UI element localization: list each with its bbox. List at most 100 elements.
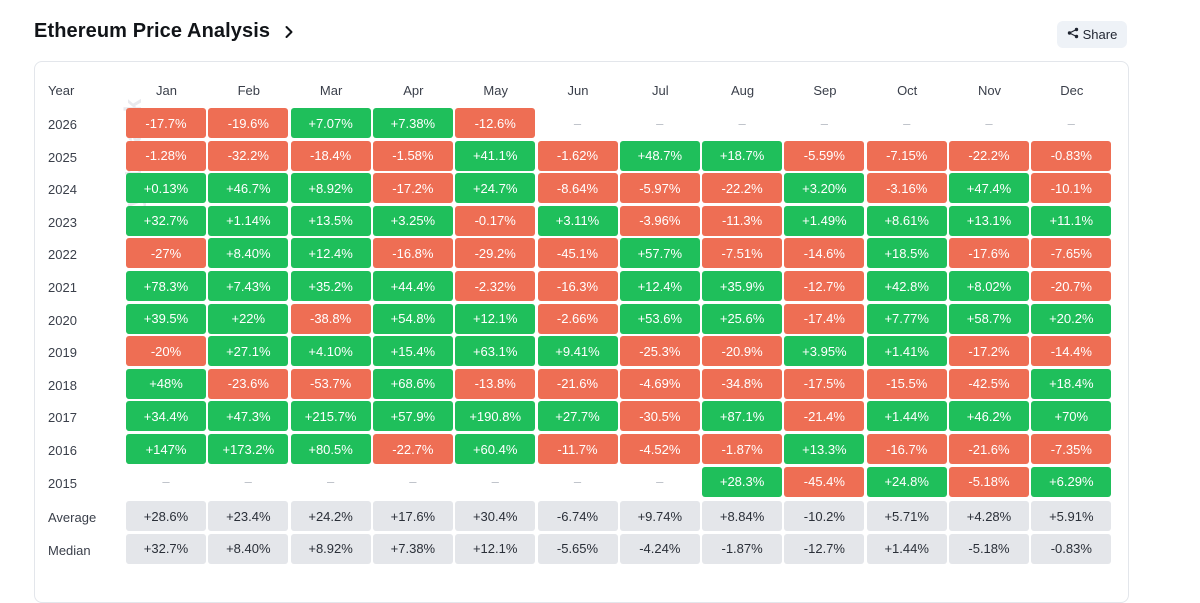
heatmap-cell: -2.66%	[537, 303, 618, 334]
heatmap-cell: +3.25%	[372, 205, 453, 236]
heatmap-cell: –	[491, 474, 499, 490]
heatmap-cell: +3.20%	[784, 173, 865, 204]
heatmap-cell: -53.7%	[290, 368, 371, 399]
heatmap-cell: +46.7%	[208, 173, 289, 204]
month-header-dec: Dec	[1060, 83, 1084, 98]
heatmap-cell: -21.6%	[949, 434, 1029, 464]
heatmap-cell: +7.43%	[208, 271, 289, 301]
heatmap-cell: -13.8%	[455, 368, 536, 399]
heatmap-cell: –	[573, 474, 582, 490]
heatmap-cell: +8.92%	[290, 173, 371, 204]
heatmap-cell: +25.6%	[702, 303, 783, 334]
heatmap-cell: +173.2%	[208, 434, 289, 464]
heatmap-cell: -3.96%	[619, 205, 700, 236]
heatmap-cell: -17.5%	[784, 368, 865, 399]
heatmap-cell: -29.2%	[455, 238, 536, 269]
heatmap-cell: +12.1%	[455, 303, 536, 334]
row-label-2021: 2021	[48, 280, 77, 295]
heatmap-cell: +35.9%	[702, 271, 783, 301]
stat-cell: +23.4%	[208, 501, 289, 532]
heatmap-cell: -27%	[126, 238, 206, 269]
month-header-feb: Feb	[237, 83, 260, 98]
stat-cell: +1.44%	[866, 533, 947, 564]
heatmap-cell: -20.9%	[702, 336, 783, 367]
heatmap-cell: -34.8%	[702, 368, 783, 399]
stat-cell: +4.28%	[949, 501, 1029, 532]
heatmap-cell: -32.2%	[208, 140, 289, 171]
stat-cell: +32.7%	[126, 533, 206, 564]
heatmap-cell: -7.65%	[1031, 238, 1112, 269]
heatmap-cell: +28.3%	[702, 466, 783, 497]
heatmap-cell: –	[162, 474, 170, 490]
heatmap-cell: -1.58%	[372, 140, 453, 171]
heatmap-cell: +8.02%	[949, 271, 1029, 301]
row-label-2025: 2025	[48, 149, 77, 165]
heatmap-cell: +27.1%	[208, 336, 289, 367]
heatmap-cell: -18.4%	[290, 140, 371, 171]
heatmap-cell: -7.35%	[1031, 434, 1112, 464]
heatmap-cell: +68.6%	[372, 368, 453, 399]
heatmap-cell: +147%	[126, 434, 206, 464]
heatmap-cell: -0.17%	[455, 205, 536, 236]
heatmap-cell: +24.8%	[866, 466, 947, 497]
row-label-average: Average	[48, 510, 97, 526]
stat-cell: +5.91%	[1031, 501, 1112, 532]
row-label-2016: 2016	[48, 443, 77, 458]
heatmap-cell: +1.44%	[866, 401, 947, 432]
heatmap-cell: -1.62%	[537, 140, 618, 171]
page-title[interactable]: Ethereum Price Analysis	[34, 20, 271, 42]
heatmap-cell: +35.2%	[290, 271, 371, 301]
heatmap-cell: -19.6%	[208, 108, 289, 138]
heatmap-cell: -20%	[126, 336, 206, 367]
month-header-apr: Apr	[403, 83, 424, 98]
heatmap-cell: +53.6%	[619, 303, 700, 334]
heatmap-cell: +46.2%	[949, 401, 1029, 432]
stat-cell: -0.83%	[1031, 533, 1112, 564]
month-header-jul: Jul	[651, 83, 669, 98]
row-label-2019: 2019	[48, 345, 77, 361]
month-header-aug: Aug	[731, 83, 755, 98]
heatmap-cell: -22.7%	[372, 434, 453, 464]
heatmap-cell: +24.7%	[455, 173, 536, 204]
heatmap-cell: +1.41%	[866, 336, 947, 367]
chevron-right-icon[interactable]	[282, 25, 296, 39]
row-label-2018: 2018	[48, 377, 77, 393]
heatmap-cell: –	[656, 115, 664, 131]
heatmap-cell: -2.32%	[455, 271, 536, 301]
row-label-2026: 2026	[48, 117, 77, 132]
heatmap-cell: -30.5%	[619, 401, 700, 432]
month-header-nov: Nov	[977, 83, 1002, 98]
heatmap-cell: -5.59%	[784, 140, 865, 171]
heatmap-cell: -16.7%	[866, 434, 947, 464]
heatmap-cell: -45.1%	[537, 238, 618, 269]
heatmap-cell: -17.7%	[126, 108, 206, 138]
heatmap-cell: -14.4%	[1031, 336, 1112, 367]
heatmap-cell: –	[244, 474, 252, 490]
heatmap-cell: -42.5%	[949, 368, 1029, 399]
heatmap-cell: -10.1%	[1031, 173, 1112, 204]
stat-cell: +17.6%	[372, 501, 453, 532]
stat-cell: +9.74%	[619, 501, 700, 532]
heatmap-cell: +80.5%	[290, 434, 371, 464]
month-header-jan: Jan	[156, 83, 177, 98]
heatmap-cell: +1.14%	[208, 205, 289, 236]
month-header-mar: Mar	[319, 83, 343, 98]
heatmap-cell: +9.41%	[537, 336, 618, 367]
heatmap-cell: +48%	[126, 368, 206, 399]
stat-cell: -1.87%	[702, 533, 783, 564]
share-button[interactable]: Share	[1057, 21, 1127, 48]
row-label-2017: 2017	[48, 410, 77, 426]
heatmap-cell: -45.4%	[784, 466, 865, 497]
heatmap-cell: +48.7%	[619, 140, 700, 171]
heatmap-cell: +70%	[1031, 401, 1112, 432]
heatmap-cell: -8.64%	[537, 173, 618, 204]
month-header-sep: Sep	[813, 83, 837, 98]
stat-cell: -10.2%	[784, 501, 865, 532]
heatmap-cell: +39.5%	[126, 303, 206, 334]
stat-cell: -6.74%	[537, 501, 618, 532]
heatmap-cell: +20.2%	[1031, 303, 1112, 334]
heatmap-cell: -4.52%	[619, 434, 700, 464]
month-header-may: May	[483, 83, 508, 98]
heatmap-cell: +7.07%	[290, 108, 371, 138]
heatmap-cell: –	[985, 115, 993, 131]
